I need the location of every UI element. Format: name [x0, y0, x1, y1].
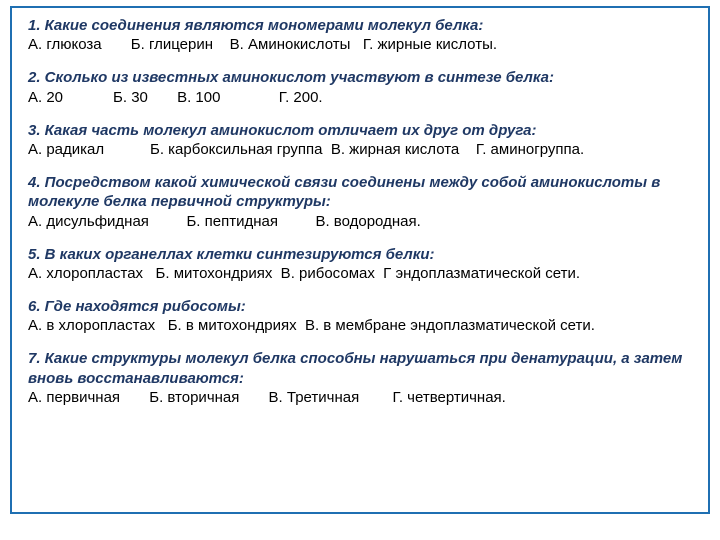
question-text: 4. Посредством какой химической связи со…: [28, 173, 696, 211]
question-text: 6. Где находятся рибосомы:: [28, 297, 696, 316]
quiz-item: 3. Какая часть молекул аминокислот отлич…: [28, 121, 696, 159]
quiz-item: 1. Какие соединения являются мономерами …: [28, 16, 696, 54]
question-text: 5. В каких органеллах клетки синтезируют…: [28, 245, 696, 264]
quiz-item: 6. Где находятся рибосомы: А. в хлоропла…: [28, 297, 696, 335]
page: 1. Какие соединения являются мономерами …: [0, 0, 720, 540]
quiz-item: 7. Какие структуры молекул белка способн…: [28, 349, 696, 407]
answer-options: А. в хлоропластах Б. в митохондриях В. в…: [28, 316, 696, 335]
answer-options: А. первичная Б. вторичная В. Третичная Г…: [28, 388, 696, 407]
quiz-item: 5. В каких органеллах клетки синтезируют…: [28, 245, 696, 283]
quiz-card: 1. Какие соединения являются мономерами …: [10, 6, 710, 514]
question-text: 1. Какие соединения являются мономерами …: [28, 16, 696, 35]
answer-options: А. глюкоза Б. глицерин В. Аминокислоты Г…: [28, 35, 696, 54]
answer-options: А. 20 Б. 30 В. 100 Г. 200.: [28, 88, 696, 107]
answer-options: А. дисульфидная Б. пептидная В. водородн…: [28, 212, 696, 231]
quiz-item: 4. Посредством какой химической связи со…: [28, 173, 696, 231]
question-text: 7. Какие структуры молекул белка способн…: [28, 349, 696, 387]
question-text: 3. Какая часть молекул аминокислот отлич…: [28, 121, 696, 140]
answer-options: А. хлоропластах Б. митохондриях В. рибос…: [28, 264, 696, 283]
quiz-item: 2. Сколько из известных аминокислот учас…: [28, 68, 696, 106]
question-text: 2. Сколько из известных аминокислот учас…: [28, 68, 696, 87]
answer-options: А. радикал Б. карбоксильная группа В. жи…: [28, 140, 696, 159]
